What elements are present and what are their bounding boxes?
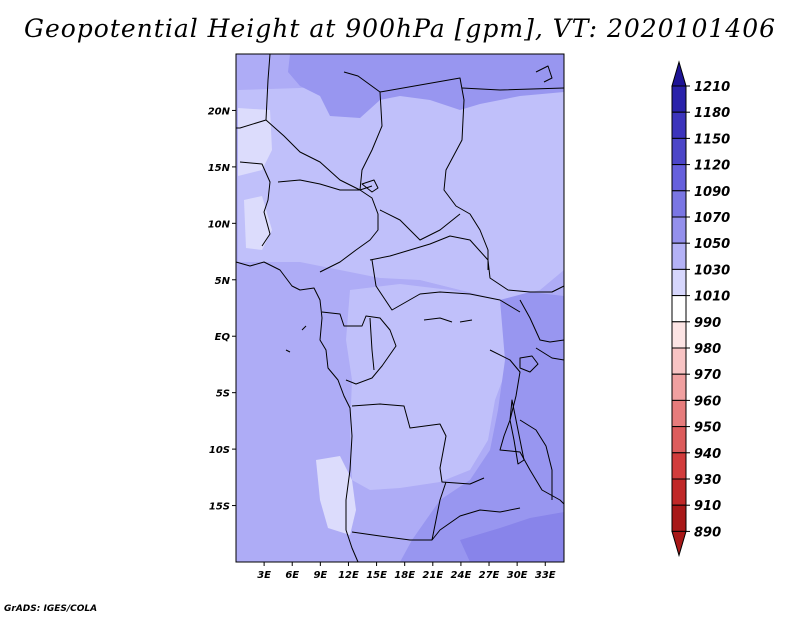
colorbar-label: 950 (694, 421, 721, 436)
field-region-north (238, 56, 564, 300)
country-borders (235, 53, 565, 563)
colorbar-swatch (671, 373, 687, 401)
colorbar-swatch (671, 137, 687, 166)
colorbar-label: 1120 (694, 159, 730, 174)
colorbar-bottom-arrow (671, 530, 687, 558)
lat-tick-label: 15S (209, 502, 230, 513)
colorbar: 1210 1180 1150 1120 1090 1070 1050 1030 1010 990 9… (671, 60, 730, 558)
colorbar-label: 940 (694, 447, 721, 462)
lon-tick-label: 30E (507, 570, 528, 581)
colorbar-swatch (671, 347, 687, 375)
colorbar-label: 1090 (694, 185, 730, 200)
colorbar-swatch (671, 216, 687, 244)
colorbar-label: 1180 (694, 106, 730, 121)
colorbar-swatch (671, 268, 687, 297)
lon-tick-label: 33E (535, 570, 556, 581)
colorbar-label: 1210 (694, 80, 730, 95)
lat-tick-label: 5N (215, 276, 231, 287)
colorbar-swatch (671, 85, 687, 113)
colorbar-swatch (671, 190, 687, 218)
lon-tick-label: 3E (257, 570, 271, 581)
colorbar-label: 1150 (694, 132, 730, 147)
lon-tick-label: 27E (479, 570, 500, 581)
colorbar-label: 970 (694, 368, 721, 383)
map-frame (235, 53, 565, 563)
colorbar-label: 990 (694, 316, 721, 331)
colorbar-label: 980 (694, 342, 721, 357)
colorbar-swatch (671, 111, 687, 139)
field-region-southeast-darkest (460, 512, 564, 562)
colorbar-label: 1070 (694, 211, 730, 226)
lat-tick-label: 20N (208, 106, 231, 117)
colorbar-label: 1010 (694, 290, 730, 305)
colorbar-swatch (671, 426, 687, 454)
lon-tick-label: 9E (313, 570, 327, 581)
field-region-east-dark (400, 292, 564, 562)
lat-tick-label: 10N (208, 219, 231, 230)
colorbar-swatch (671, 504, 687, 532)
map-panel (235, 53, 565, 563)
colorbar-label: 890 (694, 525, 721, 540)
colorbar-swatch (671, 452, 687, 480)
lon-tick-label: 15E (366, 570, 387, 581)
field-region-north-dark (288, 54, 564, 118)
colorbar-label: 1030 (694, 263, 730, 278)
lon-tick-label: 12E (338, 570, 359, 581)
field-region-west-light (238, 108, 272, 176)
colorbar-top-arrow (671, 60, 687, 87)
latitude-axis: 20N 15N 10N 5N EQ 5S 10S 15S (208, 106, 236, 513)
lat-tick-label: 15N (208, 163, 231, 174)
colorbar-swatch (671, 242, 687, 270)
colorbar-label: 1050 (694, 237, 730, 252)
colorbar-label: 910 (694, 499, 721, 514)
lat-tick-label: 5S (216, 389, 230, 400)
lon-tick-label: 21E (422, 570, 443, 581)
colorbar-swatch (671, 478, 687, 506)
lon-tick-label: 24E (451, 570, 472, 581)
lon-tick-label: 6E (285, 570, 299, 581)
colorbar-swatch (671, 321, 687, 349)
lat-tick-label: 10S (209, 445, 230, 456)
longitude-axis: 3E 6E 9E 12E 15E 18E 21E 24E 27E 30E 33E (257, 562, 556, 581)
colorbar-label: 960 (694, 394, 721, 409)
map-title: Geopotential Height at 900hPa [gpm], VT:… (23, 14, 777, 43)
colorbar-swatch (671, 295, 687, 323)
colorbar-swatch (671, 164, 687, 192)
credit-label: GrADS: IGES/COLA (4, 604, 98, 614)
lat-tick-label: EQ (215, 332, 231, 343)
colorbar-label: 930 (694, 473, 721, 488)
field-region-central (346, 284, 520, 490)
colorbar-swatch (671, 399, 687, 428)
lon-tick-label: 18E (394, 570, 415, 581)
